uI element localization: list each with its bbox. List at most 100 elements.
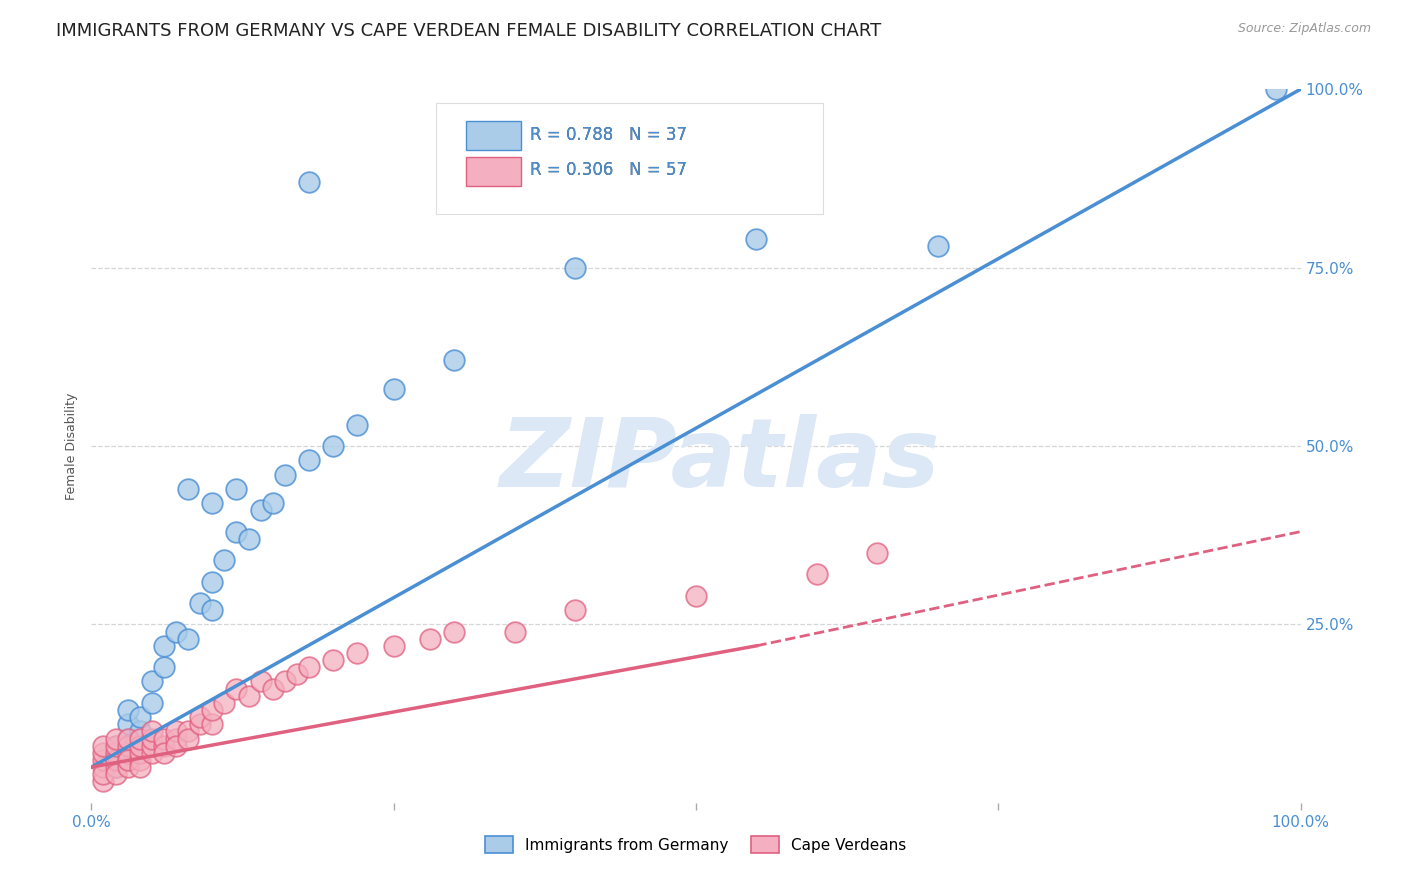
Point (128, 753, 150, 767)
Point (806, 567, 828, 582)
Point (153, 739, 176, 753)
Point (225, 681, 247, 696)
Point (346, 646, 368, 660)
Point (141, 739, 163, 753)
Point (141, 731, 163, 746)
Point (104, 753, 127, 767)
FancyBboxPatch shape (436, 103, 823, 214)
Point (128, 760, 150, 774)
Point (93, 760, 115, 774)
Point (128, 710, 150, 724)
Point (141, 746, 163, 760)
Point (298, 660, 321, 674)
Point (298, 453, 321, 467)
Point (322, 653, 344, 667)
Point (177, 482, 200, 496)
Point (117, 703, 139, 717)
Point (927, 239, 949, 253)
FancyBboxPatch shape (467, 157, 520, 186)
Point (745, 232, 768, 246)
Point (274, 674, 297, 689)
Point (104, 746, 127, 760)
Point (214, 553, 236, 567)
Point (201, 496, 224, 510)
Point (238, 689, 260, 703)
Point (141, 724, 163, 739)
Text: R = 0.306   N = 57: R = 0.306 N = 57 (530, 161, 688, 178)
Point (201, 574, 224, 589)
Point (285, 667, 308, 681)
Point (564, 260, 586, 275)
Text: R = 0.788   N = 37: R = 0.788 N = 37 (530, 126, 688, 144)
Point (141, 696, 163, 710)
Point (104, 739, 127, 753)
Point (249, 503, 271, 517)
Point (201, 717, 224, 731)
Text: IMMIGRANTS FROM GERMANY VS CAPE VERDEAN FEMALE DISABILITY CORRELATION CHART: IMMIGRANTS FROM GERMANY VS CAPE VERDEAN … (56, 22, 882, 40)
Point (298, 175, 321, 189)
Point (153, 660, 176, 674)
Point (866, 546, 889, 560)
Point (153, 746, 176, 760)
Point (165, 731, 187, 746)
Point (128, 731, 150, 746)
Point (177, 731, 200, 746)
Point (153, 639, 176, 653)
Point (128, 746, 150, 760)
Point (128, 724, 150, 739)
Point (249, 674, 271, 689)
Point (117, 731, 139, 746)
Point (419, 632, 441, 646)
Point (117, 731, 139, 746)
Point (117, 746, 139, 760)
Point (443, 624, 465, 639)
Point (165, 739, 187, 753)
Point (503, 624, 526, 639)
Point (104, 760, 127, 774)
Legend: Immigrants from Germany, Cape Verdeans: Immigrants from Germany, Cape Verdeans (479, 830, 912, 859)
Text: ZIPatlas: ZIPatlas (501, 414, 941, 507)
Text: R = 0.306   N = 57: R = 0.306 N = 57 (530, 161, 688, 178)
Point (117, 746, 139, 760)
Point (201, 703, 224, 717)
Point (443, 353, 465, 368)
Point (262, 681, 284, 696)
Point (104, 760, 127, 774)
Point (274, 467, 297, 482)
Point (104, 767, 127, 781)
Point (104, 739, 127, 753)
Point (104, 753, 127, 767)
Point (382, 382, 405, 396)
Point (141, 674, 163, 689)
Text: Source: ZipAtlas.com: Source: ZipAtlas.com (1237, 22, 1371, 36)
Point (1265, 82, 1288, 96)
Point (382, 639, 405, 653)
Point (104, 731, 127, 746)
Point (214, 696, 236, 710)
Point (188, 710, 211, 724)
Point (177, 632, 200, 646)
Point (188, 596, 211, 610)
Point (225, 482, 247, 496)
Point (93, 753, 115, 767)
Point (564, 603, 586, 617)
Point (153, 731, 176, 746)
Point (117, 717, 139, 731)
Point (322, 439, 344, 453)
Point (188, 717, 211, 731)
Point (201, 603, 224, 617)
Point (238, 532, 260, 546)
Point (117, 753, 139, 767)
Point (93, 767, 115, 781)
Text: R = 0.788   N = 37: R = 0.788 N = 37 (530, 126, 688, 144)
Point (262, 496, 284, 510)
Point (128, 739, 150, 753)
FancyBboxPatch shape (467, 121, 520, 150)
Y-axis label: Female Disability: Female Disability (65, 392, 79, 500)
Point (225, 524, 247, 539)
Point (93, 739, 115, 753)
Point (117, 739, 139, 753)
Point (93, 774, 115, 789)
Point (165, 724, 187, 739)
Point (117, 760, 139, 774)
